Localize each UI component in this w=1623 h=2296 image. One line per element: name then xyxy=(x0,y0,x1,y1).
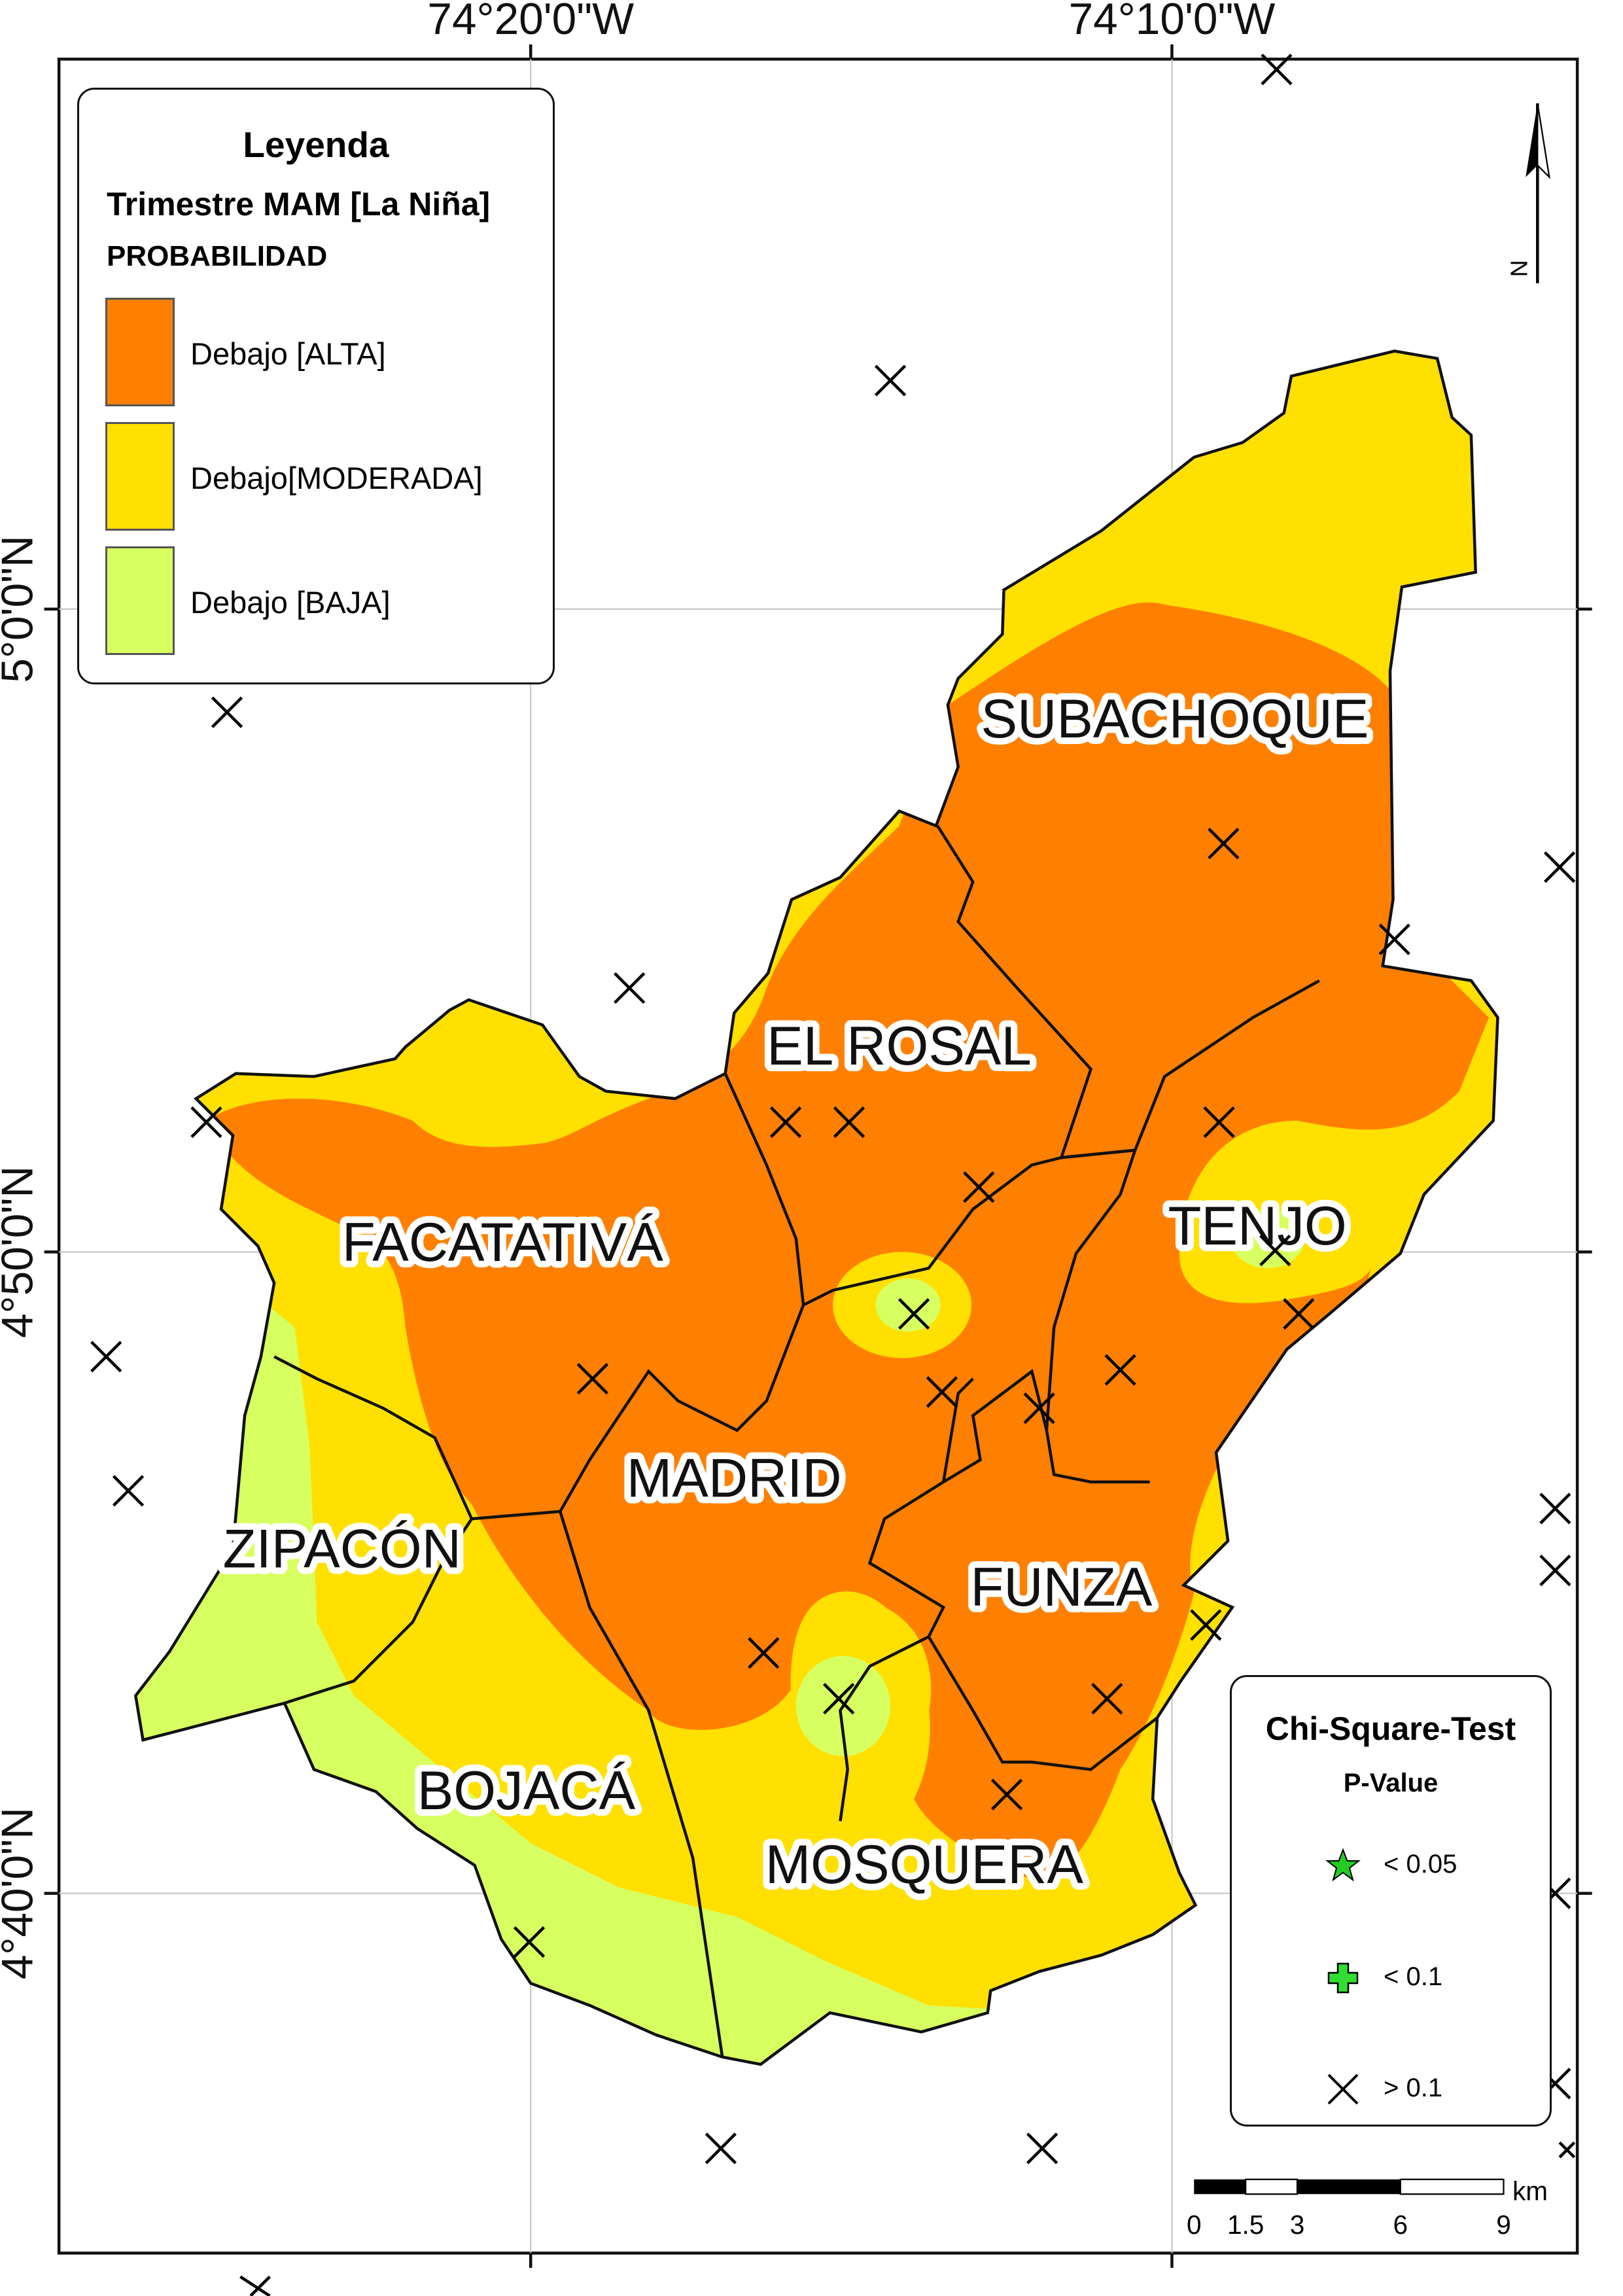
station-x-icon xyxy=(90,1341,122,1373)
swatch-moderada xyxy=(105,422,175,531)
label-facatativa: FACATATIVÁ xyxy=(342,1212,663,1273)
station-x-icon xyxy=(769,1106,802,1139)
legend-item-moderada: Debajo[MODERADA] xyxy=(190,461,483,495)
chi-label-star: < 0.05 xyxy=(1384,1850,1457,1879)
station-x-icon xyxy=(1023,1392,1055,1424)
station-x-icon xyxy=(1378,923,1410,955)
station-x-icon xyxy=(823,1683,855,1715)
station-x-icon xyxy=(211,696,243,728)
station-x-icon xyxy=(1026,2132,1058,2164)
station-x-icon xyxy=(990,1778,1023,1810)
swatch-alta xyxy=(105,298,175,406)
chi-label-x: > 0.1 xyxy=(1384,2074,1443,2102)
station-x-icon xyxy=(1208,828,1240,860)
scale-tick-3: 6 xyxy=(1393,2210,1408,2240)
legend-title: Leyenda xyxy=(243,124,389,165)
station-x-icon xyxy=(1543,851,1576,883)
municipal-boundaries xyxy=(273,824,1320,2058)
graticule-ticks xyxy=(44,44,1592,2268)
station-x-icon xyxy=(1203,1106,1235,1139)
swatch-baja xyxy=(105,546,175,655)
station-x-icon xyxy=(576,1363,608,1395)
scale-unit: km xyxy=(1512,2176,1548,2206)
lon-label-2: 74°10'0"W xyxy=(1069,0,1276,44)
lat-label-1: 5°0'0"N xyxy=(0,535,43,683)
north-arrow-icon: N xyxy=(1506,103,1550,283)
scale-tick-4: 9 xyxy=(1496,2210,1511,2240)
label-subachoque: SUBACHOQUE xyxy=(981,688,1369,749)
station-x-icon xyxy=(1558,2141,1576,2159)
chi-square-title: Chi-Square-Test xyxy=(1265,1710,1516,1747)
green-plus-icon xyxy=(1327,1962,1359,1994)
station-x-icon xyxy=(513,1926,546,1958)
station-x-icon xyxy=(190,1106,222,1139)
station-x-icon xyxy=(614,972,646,1004)
station-x-icon xyxy=(1539,1554,1571,1587)
station-x-icon xyxy=(926,1376,958,1408)
station-x-icon xyxy=(239,2275,271,2296)
map-frame xyxy=(57,58,1579,2255)
study-region-boundary xyxy=(133,349,1499,2066)
lat-label-2: 4°50'0"N xyxy=(0,1166,43,1338)
legend-subtitle: Trimestre MAM [La Niña] xyxy=(107,186,491,222)
municipality-labels: SUBACHOQUE EL ROSAL TENJO FACATATIVÁ MAD… xyxy=(216,682,1375,1901)
station-x-icon xyxy=(1259,1234,1291,1267)
chi-square-subtitle: P-Value xyxy=(1343,1769,1439,1797)
station-x-icon xyxy=(963,1171,995,1203)
station-x-icon xyxy=(1104,1354,1136,1386)
label-funza: FUNZA xyxy=(971,1557,1153,1617)
chi-label-plus: < 0.1 xyxy=(1384,1962,1443,1991)
scale-tick-2: 3 xyxy=(1290,2210,1305,2240)
station-x-icon xyxy=(112,1475,145,1507)
label-zipacon: ZIPACÓN xyxy=(223,1519,461,1580)
legend-category-title: PROBABILIDAD xyxy=(107,240,328,272)
zone-baja-pocket-tenjo xyxy=(1230,1209,1305,1269)
station-x-icon xyxy=(833,1106,865,1139)
station-x-icon xyxy=(1539,1492,1571,1525)
north-arrow-label: N xyxy=(1506,260,1533,277)
lon-label-1: 74°20'0"W xyxy=(427,0,634,44)
station-x-icon xyxy=(874,364,907,397)
station-x-icon xyxy=(898,1298,930,1330)
scale-tick-0: 0 xyxy=(1187,2210,1202,2240)
station-x-icon xyxy=(1261,54,1293,86)
scale-bar: 0 1.5 3 6 9 km xyxy=(1187,2176,1548,2240)
legend-panel: Leyenda Trimestre MAM [La Niña] PROBABIL… xyxy=(77,88,555,684)
label-mosquera: MOSQUERA xyxy=(765,1834,1084,1895)
black-x-icon xyxy=(1327,2074,1359,2105)
zone-baja-pocket-north xyxy=(875,1278,941,1332)
green-star-icon xyxy=(1325,1848,1361,1882)
label-tenjo: TENJO xyxy=(1168,1195,1347,1256)
chi-square-panel: Chi-Square-Test P-Value < 0.05 < 0.1 > 0… xyxy=(1230,1675,1552,2127)
station-x-icon xyxy=(1283,1298,1315,1330)
station-x-icon xyxy=(1190,1609,1222,1641)
station-x-icon xyxy=(748,1637,780,1669)
scale-tick-1: 1.5 xyxy=(1227,2210,1264,2240)
legend-item-baja: Debajo [BAJA] xyxy=(190,585,391,620)
zone-alta-main xyxy=(206,602,1489,1880)
lat-label-3: 4°40'0"N xyxy=(0,1807,43,1979)
label-bojaca: BOJACÁ xyxy=(417,1760,636,1821)
station-x-icon xyxy=(705,2132,737,2164)
station-x-icon xyxy=(1091,1683,1123,1715)
legend-item-alta: Debajo [ALTA] xyxy=(190,336,386,371)
label-madrid: MADRID xyxy=(627,1447,842,1508)
label-el-rosal: EL ROSAL xyxy=(767,1016,1032,1076)
